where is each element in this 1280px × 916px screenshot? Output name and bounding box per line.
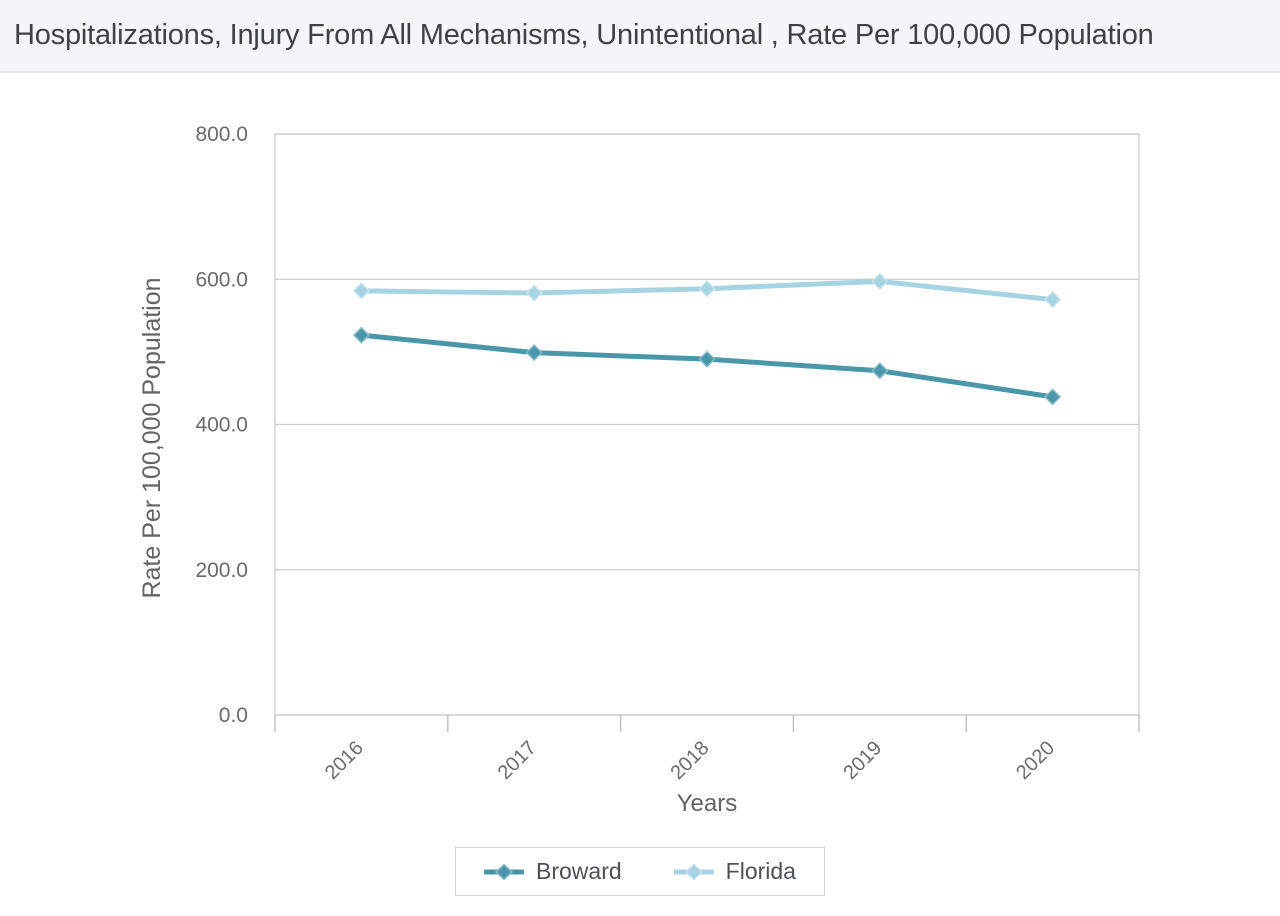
y-tick-label: 600.0 (195, 268, 248, 291)
legend-marker-florida-icon (673, 862, 714, 881)
chart-region: 800.0 600.0 400.0 200.0 0.0 2016 2017 2018 2019 2… (0, 73, 1280, 916)
legend-label: Florida (725, 858, 796, 884)
y-tick-label: 0.0 (219, 704, 248, 727)
y-tick-label: 200.0 (195, 559, 248, 582)
data-point-florida-2016[interactable] (352, 282, 370, 300)
x-tick-label: 2017 (494, 737, 541, 784)
data-point-broward-2019[interactable] (871, 362, 889, 380)
y-tick-label: 400.0 (195, 414, 248, 437)
data-point-broward-2017[interactable] (525, 344, 543, 362)
header-bar: Hospitalizations, Injury From All Mechan… (0, 0, 1280, 73)
data-point-florida-2020[interactable] (1044, 291, 1062, 309)
legend-item-broward[interactable]: Broward (484, 858, 622, 885)
data-point-broward-2018[interactable] (698, 350, 716, 368)
legend-row: Broward Florida (0, 847, 1280, 896)
data-point-broward-2020[interactable] (1044, 388, 1062, 406)
x-tick-label: 2016 (321, 737, 368, 784)
x-tick-label: 2019 (839, 737, 886, 784)
line-chart: 800.0 600.0 400.0 200.0 0.0 2016 2017 2018 2019 2… (138, 123, 1140, 817)
legend-item-florida[interactable]: Florida (673, 858, 796, 885)
x-tick-label: 2018 (667, 737, 714, 784)
plot-border (274, 133, 1140, 716)
data-point-florida-2019[interactable] (871, 272, 889, 290)
x-axis-title: Years (677, 790, 738, 817)
legend-marker-diamond (684, 862, 703, 881)
data-point-florida-2018[interactable] (698, 280, 716, 298)
chart-legend: Broward Florida (455, 847, 825, 896)
legend-marker-diamond (494, 862, 514, 881)
y-axis-title: Rate Per 100,000 Population (138, 277, 166, 598)
legend-marker-broward-icon (484, 862, 525, 881)
page-title: Hospitalizations, Injury From All Mechan… (14, 19, 1154, 51)
x-tick-label: 2020 (1012, 737, 1059, 784)
legend-label: Broward (536, 858, 622, 884)
data-point-broward-2016[interactable] (352, 326, 370, 344)
y-tick-label: 800.0 (195, 123, 248, 146)
data-point-florida-2017[interactable] (525, 284, 543, 302)
